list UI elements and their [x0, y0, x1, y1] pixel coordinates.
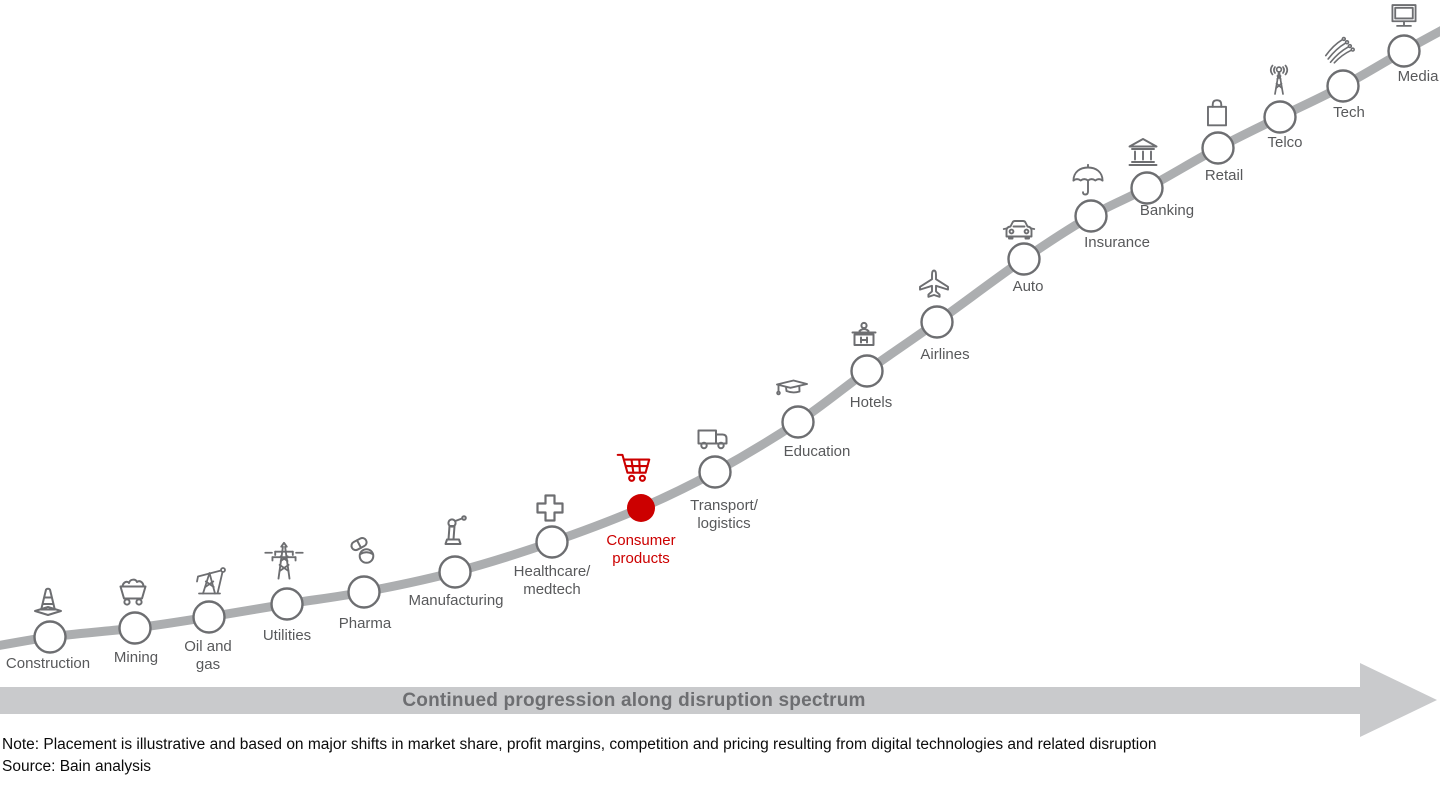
progression-arrow-label: Continued progression along disruption s… — [402, 689, 866, 711]
node-marker-construction — [33, 620, 67, 654]
industry-node-construction: Construction — [6, 587, 90, 672]
industry-node-hotels: Hotels — [850, 321, 893, 411]
node-marker-pharma — [347, 575, 381, 609]
medical-cross-icon — [536, 494, 564, 522]
industry-nodes: Construction Mining Oil and gas Utilities Pha… — [6, 4, 1440, 673]
node-label-manufacturing: Manufacturing — [408, 592, 503, 609]
node-marker-mining — [118, 611, 152, 645]
industry-node-oil-and-gas: Oil and gas — [184, 567, 232, 673]
node-label-retail: Retail — [1205, 167, 1243, 184]
industry-node-transport-logistics: Transport/logistics — [690, 429, 759, 532]
node-label-pharma: Pharma — [339, 615, 392, 632]
node-marker-tech — [1326, 69, 1360, 103]
progression-arrow-head-icon — [1360, 663, 1437, 737]
node-label-auto: Auto — [1013, 278, 1044, 295]
node-marker-airlines — [920, 305, 954, 339]
node-label-utilities: Utilities — [263, 627, 311, 644]
industry-node-utilities: Utilities — [263, 541, 311, 644]
node-marker-transport-logistics — [698, 455, 732, 489]
shopping-cart-icon — [616, 453, 651, 482]
node-label-oil-and-gas: Oil and gas — [184, 638, 232, 673]
industry-node-manufacturing: Manufacturing — [408, 515, 504, 609]
graduation-cap-icon — [776, 379, 808, 396]
industry-node-healthcare-medtech: Healthcare/medtech — [514, 494, 592, 598]
node-marker-oil-and-gas — [192, 600, 226, 634]
industry-node-banking: Banking — [1128, 138, 1194, 219]
node-marker-auto — [1007, 242, 1041, 276]
node-marker-retail — [1201, 131, 1235, 165]
airplane-icon — [919, 269, 949, 298]
industry-node-airlines: Airlines — [919, 269, 970, 363]
circuit-icon — [1324, 36, 1355, 64]
umbrella-icon — [1072, 163, 1104, 196]
node-label-airlines: Airlines — [920, 346, 969, 363]
industry-node-mining: Mining — [114, 578, 158, 666]
monitor-icon — [1391, 4, 1417, 27]
note-text: Note: Placement is illustrative and base… — [2, 736, 1157, 753]
truck-icon — [697, 429, 728, 450]
industry-node-auto: Auto — [1002, 220, 1044, 295]
node-label-mining: Mining — [114, 649, 158, 666]
node-label-hotels: Hotels — [850, 394, 893, 411]
node-label-tech: Tech — [1333, 104, 1365, 121]
industry-node-pharma: Pharma — [339, 535, 392, 632]
progression-arrow-bar: Continued progression along disruption s… — [0, 687, 1360, 714]
robot-arm-icon — [444, 515, 467, 545]
industry-node-telco: Telco — [1263, 64, 1303, 151]
node-label-media: Media — [1398, 68, 1440, 85]
node-label-banking: Banking — [1140, 202, 1194, 219]
node-label-education: Education — [784, 443, 851, 460]
mine-cart-icon — [119, 578, 147, 606]
node-marker-healthcare-medtech — [535, 525, 569, 559]
shopping-bag-icon — [1207, 99, 1227, 127]
node-marker-consumer-products — [627, 494, 655, 522]
node-marker-telco — [1263, 100, 1297, 134]
node-label-telco: Telco — [1267, 134, 1302, 151]
industry-node-education: Education — [776, 379, 851, 460]
node-marker-utilities — [270, 587, 304, 621]
node-label-construction: Construction — [6, 655, 90, 672]
power-tower-icon — [264, 541, 304, 580]
reception-desk-icon — [851, 321, 877, 346]
node-label-insurance: Insurance — [1084, 234, 1150, 251]
node-marker-hotels — [850, 354, 884, 388]
industry-node-media: Media — [1387, 4, 1440, 85]
node-marker-media — [1387, 34, 1421, 68]
industry-node-tech: Tech — [1324, 36, 1365, 121]
source-text: Source: Bain analysis — [2, 757, 152, 775]
node-marker-education — [781, 405, 815, 439]
industry-node-retail: Retail — [1201, 99, 1243, 184]
bank-icon — [1128, 138, 1158, 166]
car-icon — [1002, 220, 1036, 240]
node-label-healthcare-medtech: Healthcare/medtech — [514, 563, 592, 598]
industry-node-insurance: Insurance — [1072, 163, 1150, 251]
node-label-consumer-products: Consumer products — [606, 532, 675, 567]
node-marker-banking — [1130, 171, 1164, 205]
industry-node-consumer-products: Consumer products — [606, 453, 676, 567]
radio-tower-icon — [1269, 64, 1289, 95]
footnotes: Note: Placement is illustrative and base… — [2, 734, 1344, 777]
traffic-cone-icon — [34, 587, 62, 616]
pills-icon — [348, 535, 375, 564]
oil-pump-icon — [196, 567, 226, 595]
spectrum-curve — [0, 26, 1440, 650]
node-marker-manufacturing — [438, 555, 472, 589]
node-label-transport-logistics: Transport/logistics — [690, 497, 759, 532]
node-marker-insurance — [1074, 199, 1108, 233]
